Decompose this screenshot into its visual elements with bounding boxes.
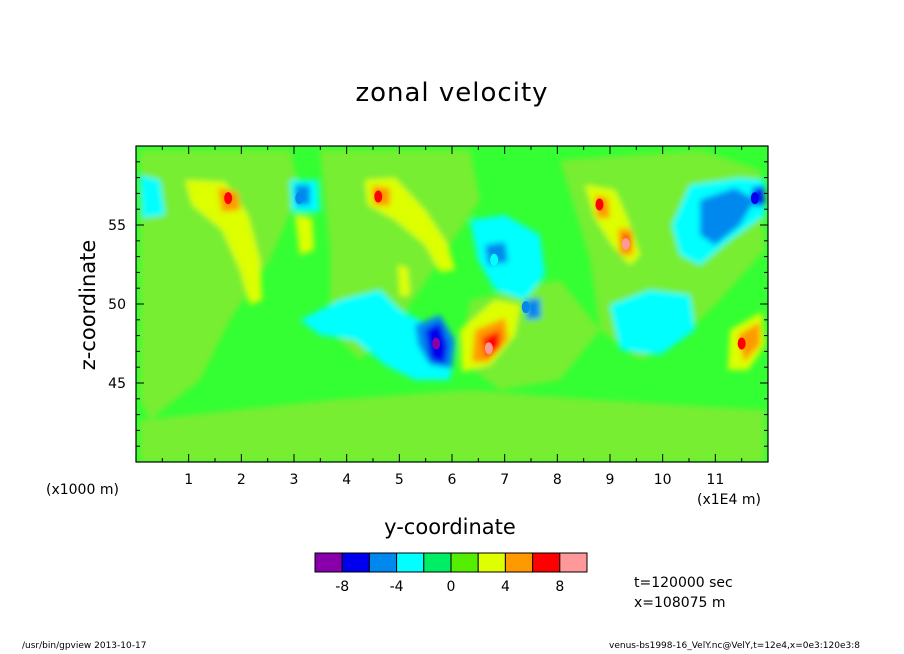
x-tick-label: 9 xyxy=(606,472,615,488)
footer-data-source: venus-bs1998-16_VelY.nc@VelY,t=12e4,x=0e… xyxy=(609,641,860,651)
colorbar-swatch xyxy=(341,552,370,573)
x-tick-label: 1 xyxy=(184,472,193,488)
yellow-streak xyxy=(398,265,410,296)
colorbar-swatch xyxy=(532,552,561,573)
y-tick-label: 45 xyxy=(108,376,126,392)
colorbar-swatch xyxy=(368,552,398,573)
feature-core xyxy=(716,211,725,224)
colorbar-swatch xyxy=(314,552,343,573)
colorbar-swatch xyxy=(477,552,506,573)
orange-core xyxy=(738,322,760,362)
x-position-annotation: x=108075 m xyxy=(634,595,726,611)
x-axis-label: y-coordinate xyxy=(384,515,516,539)
blue-region xyxy=(525,298,541,320)
x-tick-label: 2 xyxy=(237,472,246,488)
x-unit-label: (x1E4 m) xyxy=(697,492,761,508)
x-tick-label: 7 xyxy=(500,472,509,488)
x-tick-label: 3 xyxy=(290,472,299,488)
cyan-region xyxy=(610,290,695,355)
feature-core xyxy=(750,192,759,205)
cyan-region xyxy=(300,290,455,380)
feature-core xyxy=(595,198,604,211)
x-tick-label: 5 xyxy=(395,472,404,488)
feature-core xyxy=(521,301,530,314)
colorbar-swatch xyxy=(504,552,534,573)
colorbar-swatch xyxy=(396,552,425,573)
x-multiplier-label: (x1000 m) xyxy=(46,482,119,498)
light-green-region xyxy=(140,390,765,462)
y-tick-label: 50 xyxy=(108,297,126,313)
feature-core xyxy=(484,342,493,355)
x-tick-label: 8 xyxy=(553,472,562,488)
x-tick-label: 11 xyxy=(706,472,724,488)
colorbar-tick-label: -4 xyxy=(390,579,404,595)
x-tick-label: 6 xyxy=(448,472,457,488)
cyan-region xyxy=(140,175,165,218)
contour-fields xyxy=(140,150,765,462)
colorbar-tick-label: -8 xyxy=(335,579,349,595)
feature-core xyxy=(432,337,441,350)
colorbar-tick-label: 4 xyxy=(501,579,510,595)
feature-core xyxy=(621,237,630,250)
colorbar-tick-label: 0 xyxy=(447,579,456,595)
x-tick-label: 4 xyxy=(342,472,351,488)
colorbar-tick-label: 8 xyxy=(555,579,564,595)
yellow-streak xyxy=(295,215,314,255)
light-green-region xyxy=(140,150,300,420)
yellow-streak xyxy=(185,180,262,305)
feature-core xyxy=(737,337,746,350)
colorbar-swatch xyxy=(450,552,479,573)
feature-core xyxy=(224,192,233,205)
feature-core xyxy=(295,192,304,205)
time-annotation: t=120000 sec xyxy=(634,575,733,591)
y-axis-label: z-coordinate xyxy=(76,239,100,371)
footer-program-date: /usr/bin/gpview 2013-10-17 xyxy=(22,641,147,651)
colorbar-swatch xyxy=(559,552,588,573)
y-tick-label: 55 xyxy=(108,218,126,234)
chart-title: zonal velocity xyxy=(355,78,549,108)
feature-core xyxy=(374,190,383,203)
x-tick-label: 10 xyxy=(654,472,672,488)
feature-core xyxy=(490,253,499,266)
cyan-region xyxy=(470,215,545,300)
colorbar-swatch xyxy=(423,552,452,573)
blue-region xyxy=(700,188,755,245)
